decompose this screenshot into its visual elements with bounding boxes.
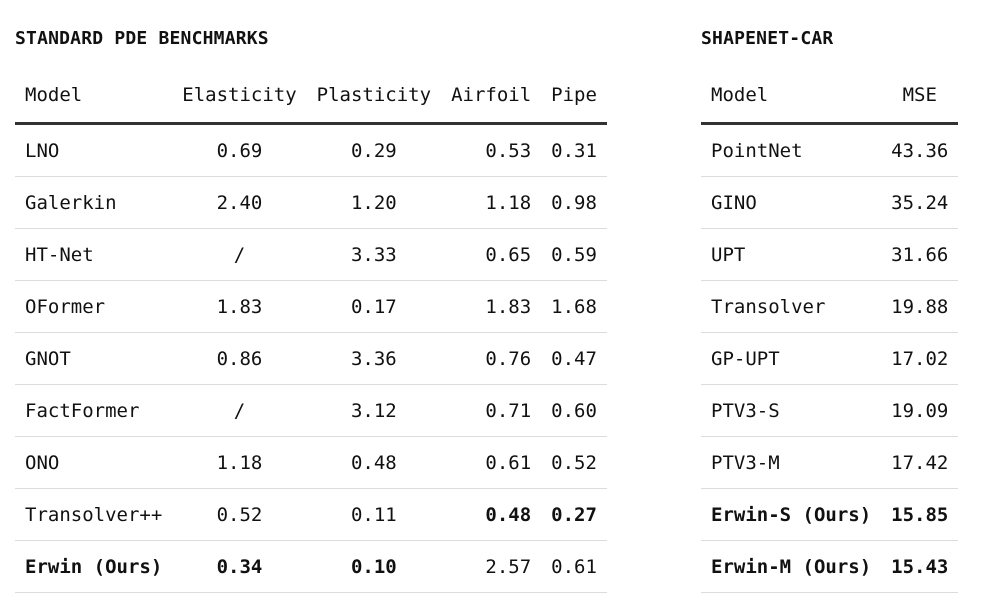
shapenet-table: Model MSE PointNet 43.36 GINO 35.24 UPT … bbox=[701, 68, 959, 593]
model-name: PTV3-M bbox=[701, 436, 882, 489]
model-name: GNOT bbox=[15, 332, 173, 385]
airfoil-value: 1.18 bbox=[441, 176, 542, 229]
header-airfoil: Airfoil bbox=[441, 68, 542, 125]
header-pipe: Pipe bbox=[541, 68, 607, 125]
mse-value: 19.09 bbox=[881, 384, 959, 437]
model-name: Erwin-M (Ours) bbox=[701, 540, 882, 593]
mse-value: 31.66 bbox=[881, 228, 959, 281]
plasticity-value: 3.12 bbox=[306, 384, 442, 437]
pipe-value: 0.59 bbox=[541, 228, 607, 281]
table-row: FactFormer / 3.12 0.71 0.60 bbox=[15, 384, 607, 437]
mse-value: 35.24 bbox=[881, 176, 959, 229]
model-name: HT-Net bbox=[15, 228, 173, 281]
model-name: Erwin (Ours) bbox=[15, 540, 173, 593]
elasticity-value: 1.83 bbox=[172, 280, 307, 333]
pipe-value: 0.98 bbox=[541, 176, 607, 229]
header-model: Model bbox=[701, 68, 882, 125]
model-name: GP-UPT bbox=[701, 332, 882, 385]
pipe-value: 0.27 bbox=[541, 488, 607, 541]
model-name: Erwin-S (Ours) bbox=[701, 488, 882, 541]
mse-value: 43.36 bbox=[881, 123, 959, 177]
plasticity-value: 0.48 bbox=[306, 436, 442, 489]
mse-value: 17.42 bbox=[881, 436, 959, 489]
table-row: Transolver 19.88 bbox=[701, 280, 959, 333]
shapenet-header-row: Model MSE bbox=[701, 68, 959, 125]
table-row: Erwin (Ours) 0.34 0.10 2.57 0.61 bbox=[15, 540, 607, 593]
model-name: PointNet bbox=[701, 123, 882, 177]
table-row: GINO 35.24 bbox=[701, 176, 959, 229]
header-model: Model bbox=[15, 68, 173, 125]
header-plasticity: Plasticity bbox=[306, 68, 442, 125]
pipe-value: 1.68 bbox=[541, 280, 607, 333]
airfoil-value: 0.76 bbox=[441, 332, 542, 385]
model-name: Transolver bbox=[701, 280, 882, 333]
table-row: PTV3-S 19.09 bbox=[701, 384, 959, 437]
airfoil-value: 0.65 bbox=[441, 228, 542, 281]
airfoil-value: 0.61 bbox=[441, 436, 542, 489]
pipe-value: 0.52 bbox=[541, 436, 607, 489]
table-row: ONO 1.18 0.48 0.61 0.52 bbox=[15, 436, 607, 489]
plasticity-value: 3.33 bbox=[306, 228, 442, 281]
elasticity-value: 0.86 bbox=[172, 332, 307, 385]
header-mse: MSE bbox=[881, 68, 959, 125]
table-row: GNOT 0.86 3.36 0.76 0.47 bbox=[15, 332, 607, 385]
table-row: PTV3-M 17.42 bbox=[701, 436, 959, 489]
shapenet-section-title: SHAPENET-CAR bbox=[701, 28, 834, 49]
airfoil-value: 0.48 bbox=[441, 488, 542, 541]
model-name: GINO bbox=[701, 176, 882, 229]
model-name: Galerkin bbox=[15, 176, 173, 229]
model-name: Transolver++ bbox=[15, 488, 173, 541]
table-row: Galerkin 2.40 1.20 1.18 0.98 bbox=[15, 176, 607, 229]
elasticity-value: / bbox=[172, 228, 307, 281]
plasticity-value: 0.11 bbox=[306, 488, 442, 541]
model-name: LNO bbox=[15, 123, 173, 177]
airfoil-value: 2.57 bbox=[441, 540, 542, 593]
mse-value: 15.85 bbox=[881, 488, 959, 541]
mse-value: 19.88 bbox=[881, 280, 959, 333]
plasticity-value: 3.36 bbox=[306, 332, 442, 385]
elasticity-value: / bbox=[172, 384, 307, 437]
pipe-value: 0.61 bbox=[541, 540, 607, 593]
elasticity-value: 2.40 bbox=[172, 176, 307, 229]
airfoil-value: 0.71 bbox=[441, 384, 542, 437]
pde-section-title: STANDARD PDE BENCHMARKS bbox=[15, 28, 269, 49]
pipe-value: 0.31 bbox=[541, 123, 607, 177]
elasticity-value: 0.34 bbox=[172, 540, 307, 593]
mse-value: 17.02 bbox=[881, 332, 959, 385]
plasticity-value: 1.20 bbox=[306, 176, 442, 229]
table-row: UPT 31.66 bbox=[701, 228, 959, 281]
table-row: Transolver++ 0.52 0.11 0.48 0.27 bbox=[15, 488, 607, 541]
table-row: GP-UPT 17.02 bbox=[701, 332, 959, 385]
pipe-value: 0.47 bbox=[541, 332, 607, 385]
table-row: LNO 0.69 0.29 0.53 0.31 bbox=[15, 123, 607, 177]
elasticity-value: 0.69 bbox=[172, 123, 307, 177]
table-row: PointNet 43.36 bbox=[701, 123, 959, 177]
model-name: PTV3-S bbox=[701, 384, 882, 437]
table-row: HT-Net / 3.33 0.65 0.59 bbox=[15, 228, 607, 281]
model-name: OFormer bbox=[15, 280, 173, 333]
table-row: Erwin-M (Ours) 15.43 bbox=[701, 540, 959, 593]
pipe-value: 0.60 bbox=[541, 384, 607, 437]
model-name: UPT bbox=[701, 228, 882, 281]
plasticity-value: 0.17 bbox=[306, 280, 442, 333]
pde-table: Model Elasticity Plasticity Airfoil Pipe… bbox=[15, 68, 607, 593]
model-name: FactFormer bbox=[15, 384, 173, 437]
header-elasticity: Elasticity bbox=[172, 68, 307, 125]
model-name: ONO bbox=[15, 436, 173, 489]
airfoil-value: 0.53 bbox=[441, 123, 542, 177]
plasticity-value: 0.10 bbox=[306, 540, 442, 593]
table-row: OFormer 1.83 0.17 1.83 1.68 bbox=[15, 280, 607, 333]
airfoil-value: 1.83 bbox=[441, 280, 542, 333]
mse-value: 15.43 bbox=[881, 540, 959, 593]
elasticity-value: 1.18 bbox=[172, 436, 307, 489]
table-row: Erwin-S (Ours) 15.85 bbox=[701, 488, 959, 541]
elasticity-value: 0.52 bbox=[172, 488, 307, 541]
plasticity-value: 0.29 bbox=[306, 123, 442, 177]
pde-header-row: Model Elasticity Plasticity Airfoil Pipe bbox=[15, 68, 607, 125]
